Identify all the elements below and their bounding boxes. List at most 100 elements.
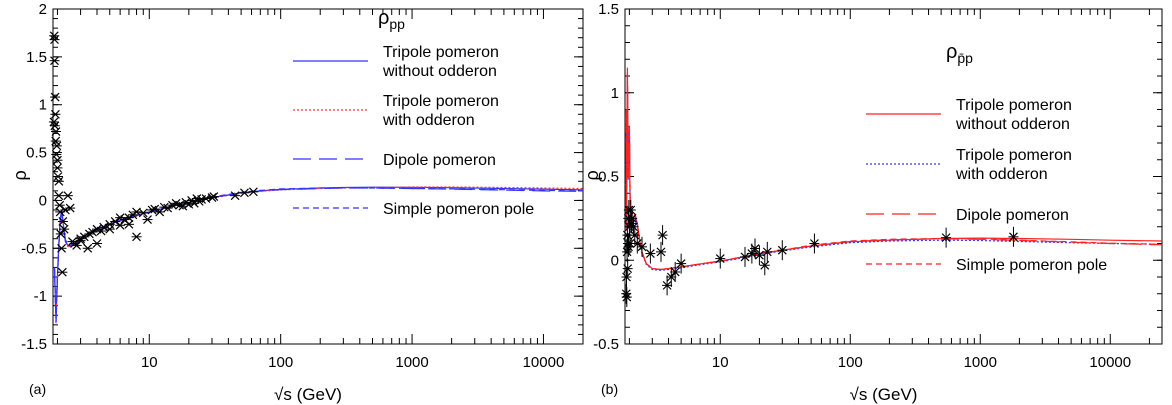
data-point	[142, 215, 153, 224]
legend-label-2: with odderon	[955, 166, 1048, 183]
legend-b: Tripole pomeron without odderon Tripole po…	[866, 97, 1107, 274]
chart-title-a: ρpp	[378, 7, 405, 32]
data-point	[115, 220, 126, 230]
data-points-a	[48, 31, 259, 277]
data-point	[624, 233, 635, 254]
data-point	[123, 219, 134, 229]
y-tick-label: -0.5	[21, 240, 47, 257]
data-point	[71, 240, 82, 250]
x-tick-label: 100	[268, 354, 293, 371]
legend-label-4: Simple pomeron pole	[383, 201, 534, 218]
data-point	[57, 217, 68, 226]
data-point	[51, 127, 62, 136]
data-point	[230, 191, 241, 201]
y-axis-label-b: ρ	[582, 170, 602, 180]
data-point	[59, 224, 70, 234]
data-point	[49, 56, 60, 66]
data-point	[657, 225, 668, 246]
data-point	[809, 233, 820, 254]
x-tick-label: 10000	[523, 354, 565, 371]
data-point	[208, 192, 219, 202]
y-tick-label: -0.5	[593, 336, 619, 353]
data-point	[52, 163, 63, 173]
data-point	[131, 232, 142, 242]
y-tick-label: -1.5	[21, 336, 47, 353]
chart-title-main-b: ρ	[946, 41, 957, 63]
data-point	[53, 191, 64, 201]
data-point	[1008, 226, 1019, 247]
data-point	[239, 188, 250, 198]
data-point	[62, 191, 73, 201]
legend-label-1: without odderon	[955, 116, 1070, 133]
x-tick-label: 1000	[395, 354, 428, 371]
data-point	[55, 229, 66, 239]
data-point	[50, 92, 61, 102]
y-tick-label: 0.5	[26, 145, 47, 162]
chart-title-main-a: ρ	[378, 7, 389, 29]
data-point	[666, 267, 677, 287]
data-point	[82, 243, 93, 253]
data-point	[632, 233, 643, 254]
data-point	[762, 241, 773, 262]
chart-title-sub-a: pp	[389, 16, 405, 32]
data-point	[138, 208, 149, 218]
panel-label-a: (a)	[29, 381, 46, 397]
axes-a: -1.5 -1 -0.5 0 0.5 1 1.5 2 10 100 1000 10000	[21, 1, 584, 371]
data-point	[50, 109, 61, 119]
data-point	[56, 243, 67, 253]
data-point	[92, 239, 103, 248]
data-point	[655, 241, 666, 262]
data-point	[104, 224, 115, 234]
legend-label-2: Tripole pomeron	[956, 147, 1072, 164]
legend-label-4: Simple pomeron pole	[956, 257, 1107, 274]
legend-label-1: Tripole pomeron	[383, 44, 499, 61]
chart-title-sub-b: p̄p	[957, 50, 973, 66]
y-tick-label: 0	[611, 252, 619, 269]
y-tick-label: 1.5	[26, 49, 47, 66]
data-point	[49, 35, 60, 45]
y-axis-label-a: ρ	[10, 170, 30, 180]
legend-label-3: Dipole pomeron	[383, 152, 496, 169]
panel-b: -0.5 0 0.5 1 1.5 10 100 1000 10000 Tripole pomer…	[582, 1, 1163, 404]
data-point	[662, 275, 673, 296]
data-point	[645, 243, 656, 264]
y-tick-label: 1.5	[598, 1, 619, 18]
x-axis-label-a: √s (GeV)	[274, 385, 342, 404]
legend-label-1: Tripole pomeron	[956, 97, 1072, 114]
y-tick-label: 0.5	[598, 169, 619, 186]
panel-a: -1.5 -1 -0.5 0 0.5 1 1.5 2 10 100 1000 10000 Tripol…	[10, 1, 584, 404]
legend-a: Tripole pomeron without odderon Tripole po…	[293, 44, 534, 218]
data-point	[941, 227, 952, 248]
data-point	[754, 245, 765, 266]
data-points-b	[621, 200, 1019, 308]
data-point	[57, 267, 68, 277]
data-point	[183, 199, 194, 209]
legend-label-2: with odderon	[382, 112, 475, 129]
data-point	[621, 287, 632, 308]
panel-label-b: (b)	[601, 381, 618, 397]
legend-label-3: Dipole pomeron	[956, 207, 1069, 224]
y-tick-label: 1	[611, 85, 619, 102]
x-tick-label: 10	[141, 354, 158, 371]
plot-frame-b	[624, 8, 1163, 345]
data-point	[65, 203, 76, 213]
x-tick-label: 100	[838, 354, 863, 371]
data-point	[777, 240, 788, 261]
data-point	[53, 176, 64, 186]
y-tick-label: 2	[39, 1, 47, 18]
x-axis-label-b: √s (GeV)	[850, 385, 918, 404]
y-tick-label: -1	[34, 288, 47, 305]
data-point	[676, 253, 687, 274]
data-point	[248, 187, 259, 197]
data-point	[670, 261, 681, 282]
series-line-4	[625, 75, 1163, 271]
data-point	[715, 248, 726, 269]
data-point	[622, 258, 633, 279]
data-point	[96, 226, 107, 236]
data-point	[51, 141, 62, 151]
series-line-2	[625, 75, 1163, 271]
x-tick-label: 1000	[964, 354, 997, 371]
data-point	[636, 236, 647, 257]
data-point	[759, 255, 770, 276]
